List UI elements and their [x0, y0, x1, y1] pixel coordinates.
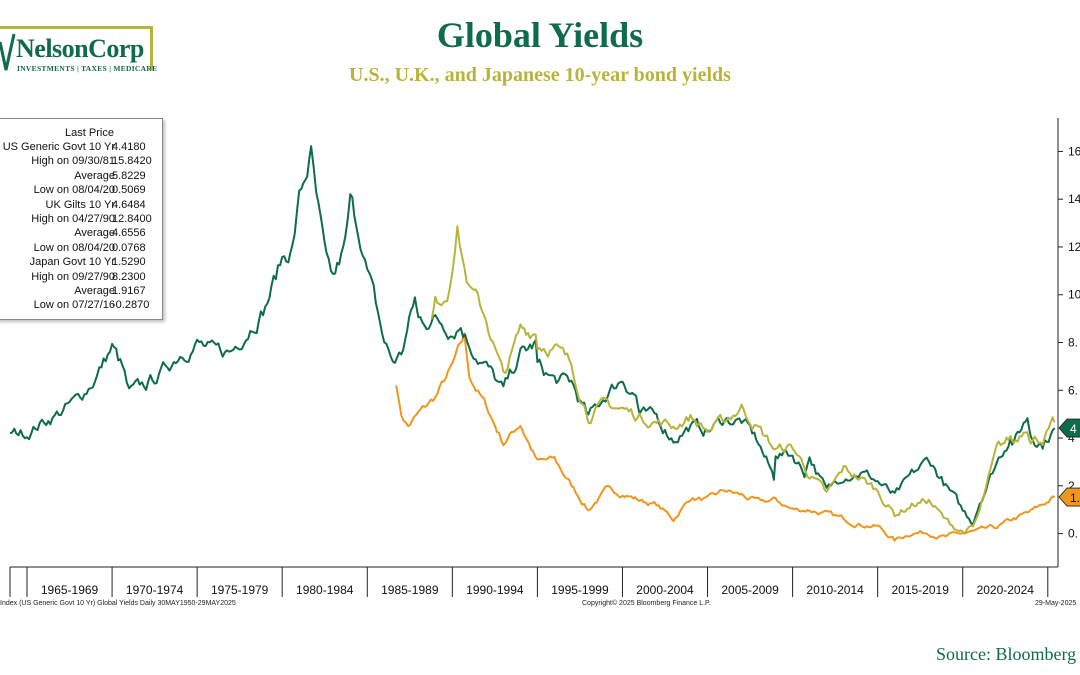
y-tick-label: 10 [1068, 288, 1080, 302]
x-tick-label: 1990-1994 [466, 583, 524, 597]
x-tick-label: 2005-2009 [721, 583, 779, 597]
y-tick-label: 12 [1068, 240, 1080, 254]
legend-row: Average 1.9167 [0, 284, 162, 298]
legend-row: High on 09/30/81 15.8420 [0, 154, 162, 168]
legend-row: Low on 07/27/16 -0.2870 [0, 298, 162, 312]
legend-label: US Generic Govt 10 Yr [2, 141, 115, 153]
logo-check-icon [0, 33, 16, 71]
legend-label: High on 09/27/90 [31, 270, 115, 283]
legend-row: UK Gilts 10 Yr 4.6484 [0, 198, 162, 212]
legend-row: US Generic Govt 10 Yr 4.4180 [0, 140, 162, 154]
y-tick-label: 6. [1068, 383, 1078, 397]
legend-row: Low on 08/04/20 0.5069 [0, 183, 162, 197]
x-tick-label: 1995-1999 [551, 583, 609, 597]
legend-value: -0.2870 [112, 299, 150, 312]
legend-row: Japan Govt 10 Yr 1.5290 [0, 255, 162, 269]
legend-value: 4.6556 [112, 227, 146, 240]
legend-row: Average 4.6556 [0, 226, 162, 240]
legend-row: Low on 08/04/20 0.0768 [0, 241, 162, 255]
legend-label: Low on 08/04/20 [33, 184, 115, 197]
logo-tagline: Investments | Taxes | Medicare [17, 64, 158, 73]
source-note: Source: Bloomberg [936, 644, 1077, 664]
x-tick-label: 2010-2014 [806, 583, 864, 597]
legend-value: 15.8420 [112, 155, 152, 168]
y-tick-label: 0. [1068, 527, 1078, 541]
legend-box: Last Price US Generic Govt 10 Yr 4.4180 Hi… [0, 118, 163, 320]
legend-row: High on 09/27/90 8.2300 [0, 270, 162, 284]
x-tick-label: 1975-1979 [211, 583, 269, 597]
last-value-tag [1058, 487, 1080, 507]
legend-label: Average [74, 169, 115, 182]
legend-label: Average [74, 227, 115, 240]
y-tick-label: 2 [1068, 479, 1075, 493]
y-tick-label: 16 [1068, 144, 1080, 158]
legend-value: 1.5290 [112, 256, 146, 269]
legend-value: 4.6484 [112, 198, 146, 211]
logo-rule-vertical [150, 26, 153, 70]
logo-rule [0, 26, 153, 29]
chart-title: Global Yields [436, 15, 644, 55]
legend-row: High on 04/27/90 12.8400 [0, 212, 162, 226]
last-value-label: 4 [1070, 422, 1077, 436]
legend-heading: Last Price [65, 127, 114, 139]
legend-label: UK Gilts 10 Yr [45, 198, 116, 211]
legend-value: 5.8229 [112, 169, 146, 182]
nelsoncorp-logo: NelsonCorp Investments | Taxes | Medicar… [0, 24, 160, 74]
x-tick-label: 2000-2004 [636, 583, 694, 597]
y-tick-label: 8. [1068, 336, 1078, 350]
footer-date: 29-May-2025 [1035, 600, 1077, 607]
x-tick-label: 2015-2019 [891, 583, 949, 597]
footer-copyright: Copyright© 2025 Bloomberg Finance L.P. [582, 600, 711, 607]
series-line [430, 225, 1056, 535]
legend-label: Low on 08/04/20 [33, 241, 115, 254]
legend-value: 12.8400 [112, 212, 152, 225]
legend-value: 4.4180 [112, 141, 146, 153]
legend-rows: US Generic Govt 10 Yr 4.4180 High on 09/30… [0, 140, 162, 313]
legend-value: 0.5069 [112, 184, 146, 197]
axis-layer: 1965-1969 1970-1974 1975-1979 1980-1984 1985… [9, 118, 1080, 597]
series-line [395, 332, 1055, 542]
legend-label: Average [74, 284, 115, 297]
legend-row: Average 5.8229 [0, 169, 162, 183]
x-tick-label: 1970-1974 [126, 583, 184, 597]
footer-index-note: Index (US Generic Govt 10 Yr) Global Yie… [0, 600, 236, 607]
x-tick-label: 1985-1989 [381, 583, 439, 597]
legend-label: High on 09/30/81 [31, 155, 115, 168]
y-tick-label: 14 [1068, 192, 1080, 206]
legend-label: Japan Govt 10 Yr [29, 256, 115, 269]
y-tick-label: 4 [1068, 431, 1075, 445]
x-tick-label: 1965-1969 [41, 583, 99, 597]
series-layer [9, 145, 1056, 542]
legend-value: 0.0768 [112, 241, 146, 254]
logo-name: NelsonCorp [16, 34, 144, 63]
chart-subtitle: U.S., U.K., and Japanese 10-year bond yi… [349, 64, 731, 86]
x-tick-label: 2020-2024 [977, 583, 1035, 597]
legend-value: 8.2300 [112, 270, 146, 283]
legend-value: 1.9167 [112, 284, 146, 297]
last-value-label: 1. [1070, 491, 1080, 505]
x-tick-label: 1980-1984 [296, 583, 354, 597]
legend-label: Low on 07/27/16 [33, 299, 115, 312]
last-value-tag [1058, 418, 1080, 438]
legend-label: High on 04/27/90 [31, 212, 115, 225]
